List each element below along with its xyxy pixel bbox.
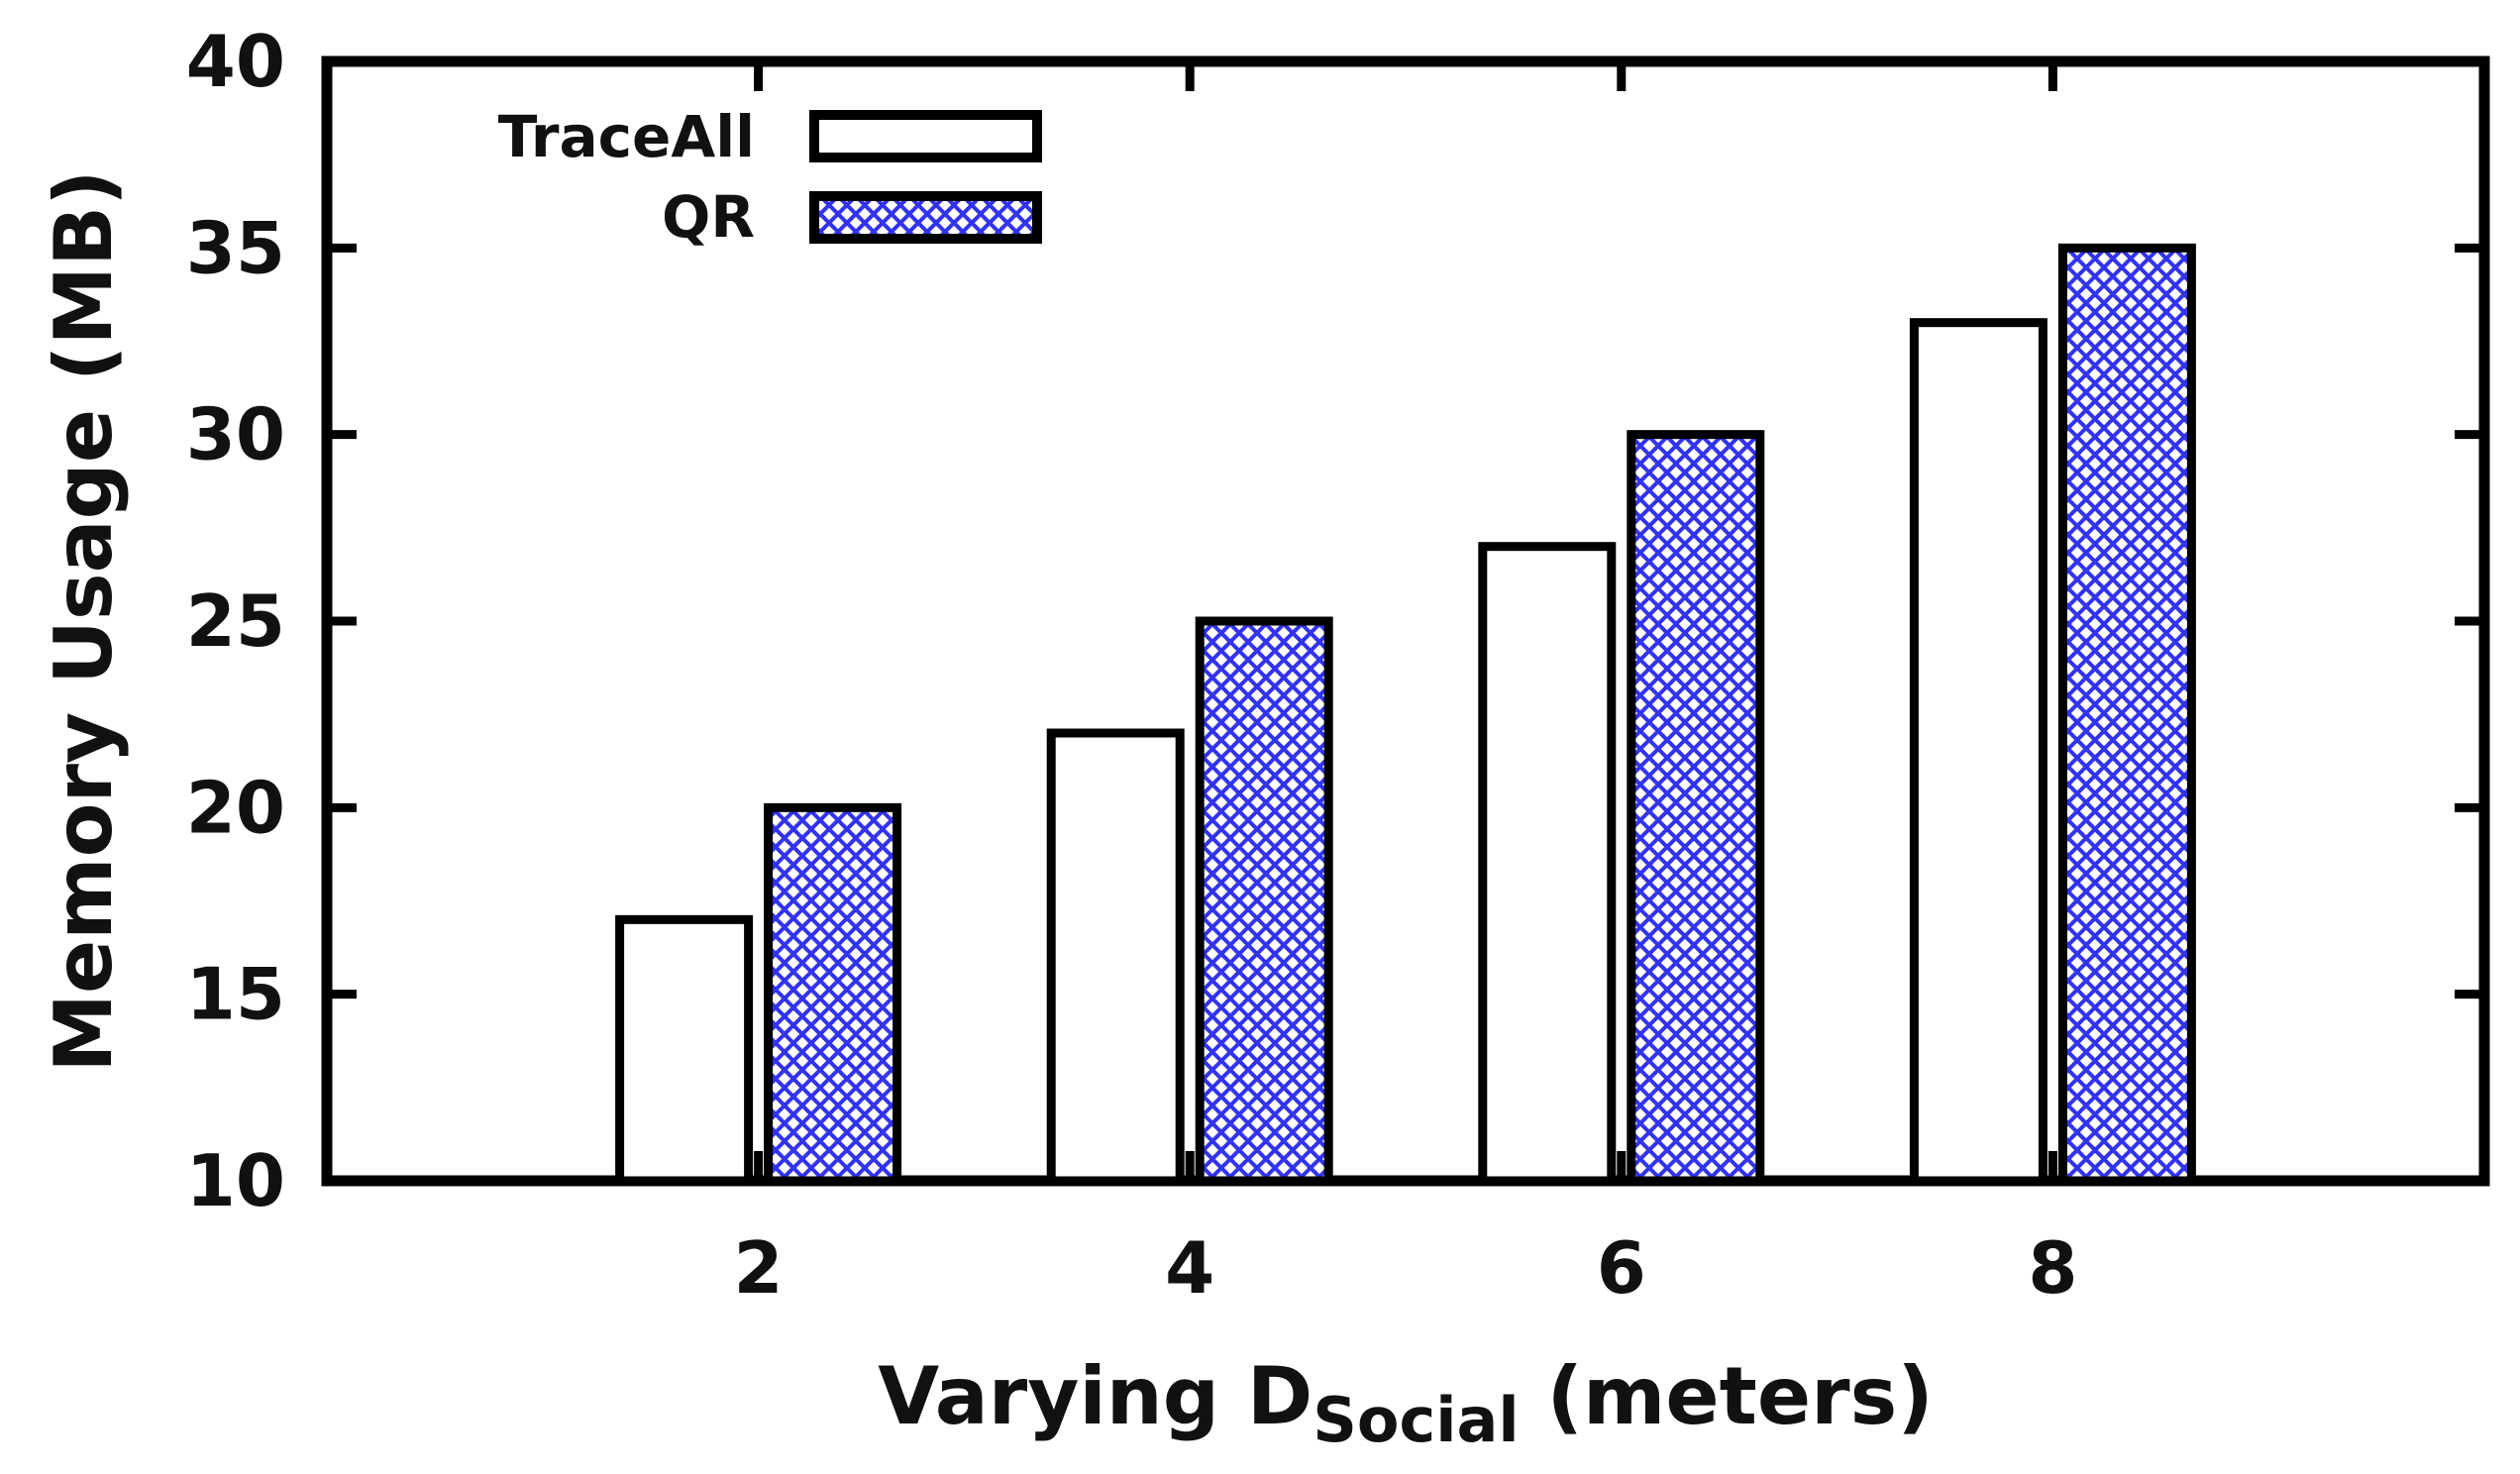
x-axis-label-subscript: Social: [1312, 1384, 1519, 1456]
y-axis-label: Memory Usage (MB): [38, 169, 130, 1072]
y-tick-label: 10: [186, 1139, 285, 1222]
legend-swatch-qr: [809, 191, 1042, 244]
y-tick-label: 35: [186, 206, 285, 289]
bar-qr-8: [2057, 243, 2196, 1186]
bar-traceall-8: [1909, 318, 2048, 1186]
legend-swatch-traceall: [809, 110, 1042, 162]
bar-qr-2: [764, 802, 902, 1186]
bar-traceall-2: [615, 914, 754, 1186]
y-tick-label: 40: [186, 20, 285, 103]
y-axis-ticks: 10 15 20 25 30 35 40: [186, 20, 2484, 1222]
bar-traceall-6: [1478, 542, 1617, 1186]
x-axis-label-main: Varying D: [878, 1350, 1312, 1442]
bars-group: [615, 243, 2196, 1186]
y-tick-label: 20: [186, 766, 285, 849]
legend: TraceAll QR: [498, 103, 1042, 251]
x-axis-ticks: 2 4 6 8: [734, 61, 2077, 1310]
x-tick-label: 8: [2028, 1226, 2077, 1310]
x-axis-label-suffix: (meters): [1520, 1350, 1934, 1442]
bar-qr-4: [1195, 616, 1333, 1186]
x-axis-label: Varying DSocial (meters): [878, 1350, 1934, 1456]
x-tick-label: 6: [1597, 1226, 1646, 1310]
x-tick-label: 4: [1165, 1226, 1214, 1310]
bar-traceall-4: [1046, 728, 1185, 1186]
legend-label-traceall: TraceAll: [498, 103, 755, 170]
bar-qr-6: [1627, 430, 1765, 1186]
y-tick-label: 30: [186, 393, 285, 476]
y-tick-label: 15: [186, 953, 285, 1036]
legend-label-qr: QR: [662, 183, 755, 251]
x-tick-label: 2: [734, 1226, 784, 1310]
y-tick-label: 25: [186, 579, 285, 663]
